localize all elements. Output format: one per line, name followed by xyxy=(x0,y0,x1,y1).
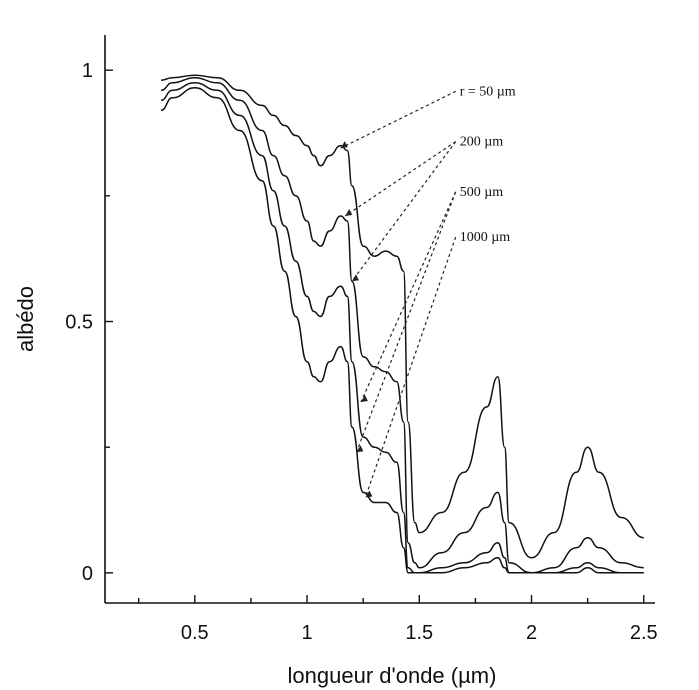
annotation-arrowhead xyxy=(345,208,353,216)
y-tick-label: 1 xyxy=(82,60,93,82)
annotation-leader xyxy=(364,236,457,498)
annotation-leader xyxy=(344,141,457,217)
series-line-1 xyxy=(160,76,644,574)
annotation-arrowhead xyxy=(351,274,359,282)
axes xyxy=(104,35,655,604)
series-line-3 xyxy=(160,87,644,574)
annotation-leader xyxy=(355,191,457,453)
annotation-leader xyxy=(360,191,457,403)
annotation-leader xyxy=(351,141,457,282)
annotation-label-1: 200 µm xyxy=(460,135,504,150)
ticks: 0.5 1 1.5 2 2.5 0 0.5 1 xyxy=(65,60,657,644)
x-tick-label: 1.5 xyxy=(405,622,433,644)
x-tick-label: 2.5 xyxy=(630,622,658,644)
annotation-arrowhead xyxy=(360,394,368,402)
y-tick-label: 0.5 xyxy=(65,312,93,334)
series-line-0 xyxy=(161,74,644,559)
annotation-arrowhead xyxy=(365,490,373,498)
annotation-leader xyxy=(340,90,456,149)
annotation-label-0: r = 50 µm xyxy=(460,84,516,99)
x-axis-label: longueur d'onde (µm) xyxy=(288,663,497,688)
annotation-arrowhead xyxy=(340,141,348,149)
series-layer xyxy=(160,74,644,574)
y-axis-label: albédo xyxy=(13,286,38,352)
x-tick-label: 1 xyxy=(301,622,312,644)
annotation-label-3: 1000 µm xyxy=(460,230,511,245)
series-line-2 xyxy=(160,82,644,574)
x-tick-label: 2 xyxy=(526,622,537,644)
y-tick-label: 0 xyxy=(82,563,93,585)
annotations-layer: r = 50 µm 200 µm 500 µm 1000 µm xyxy=(340,84,516,498)
annotation-arrowhead xyxy=(356,445,364,453)
x-tick-label: 0.5 xyxy=(181,622,209,644)
annotation-label-2: 500 µm xyxy=(460,185,504,200)
